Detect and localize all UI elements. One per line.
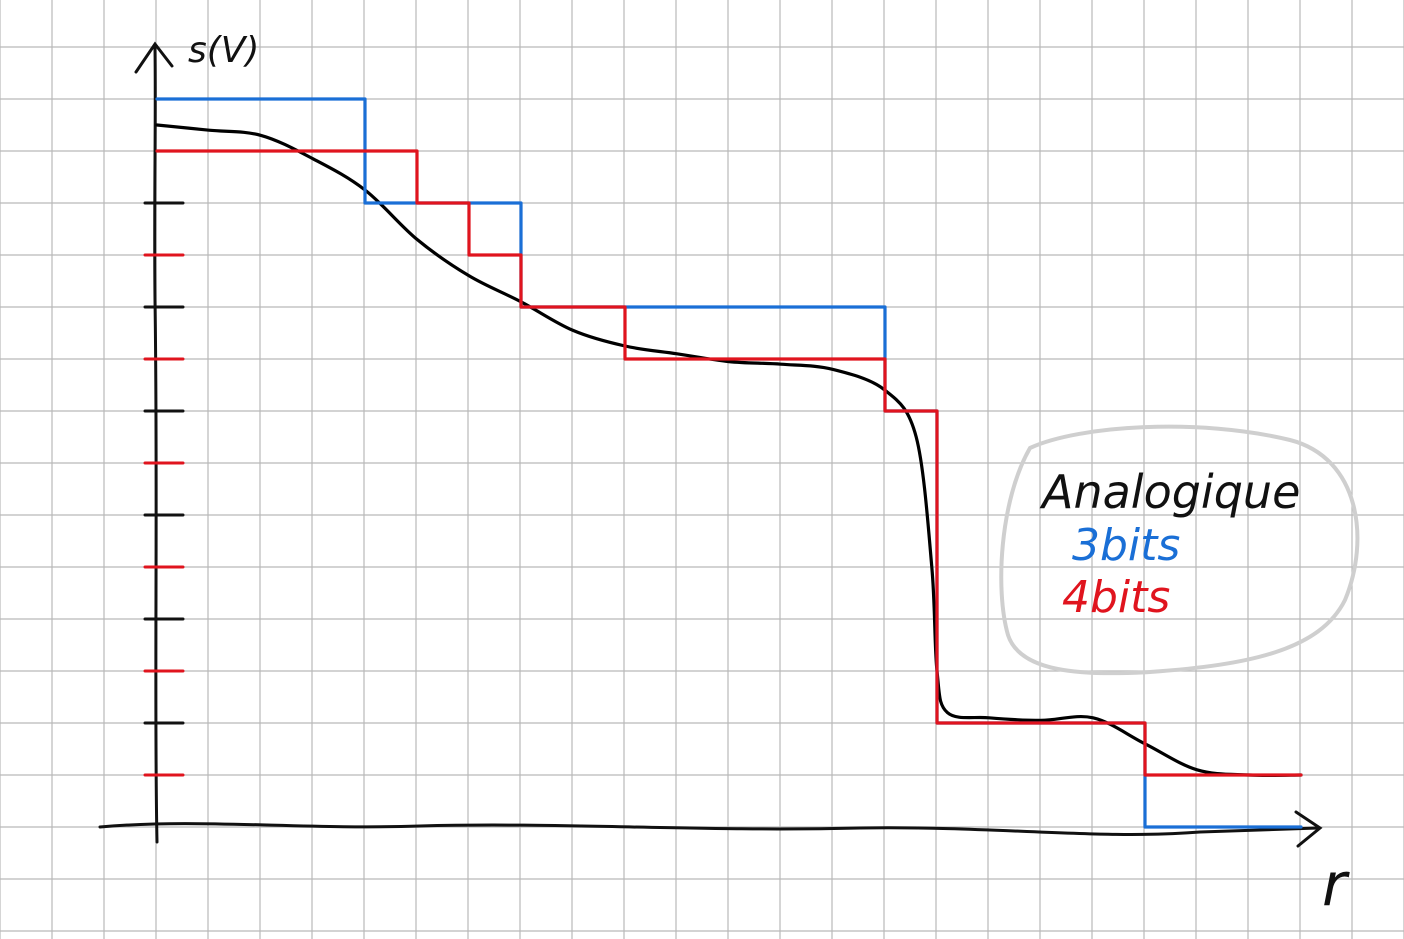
axes (98, 41, 1323, 848)
x-axis-arrowhead (1294, 810, 1323, 848)
series-line-analogique (155, 123, 1303, 777)
legend-bubble (999, 424, 1360, 676)
y-axis-arrowhead (134, 41, 174, 74)
legend-item-4bits: 4bits (1062, 572, 1170, 623)
legend-title: Analogique (1039, 465, 1300, 519)
y-ticks (143, 201, 185, 777)
x-axis-line (98, 822, 1320, 836)
legend: Analogique 3bits 4bits (999, 424, 1360, 676)
series-line-4bits (155, 149, 1303, 777)
legend-item-3bits: 3bits (1072, 520, 1180, 571)
y-axis-label: s(V) (188, 30, 259, 71)
y-axis-line (153, 46, 159, 844)
series-lines (155, 97, 1303, 829)
x-axis-label: r (1322, 850, 1350, 920)
